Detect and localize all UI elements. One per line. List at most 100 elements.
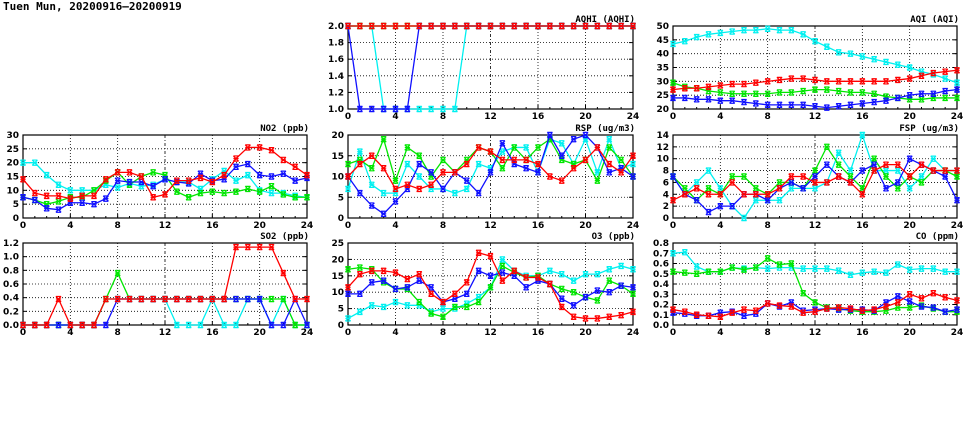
data-point xyxy=(618,156,625,164)
data-point xyxy=(256,171,263,179)
data-point xyxy=(894,94,901,102)
series-line xyxy=(23,246,307,326)
y-tick-label: 50 xyxy=(656,22,669,32)
series-blue xyxy=(669,86,961,111)
data-point xyxy=(356,160,363,168)
chart-title: AQHI (AQHI) xyxy=(575,15,635,25)
data-point xyxy=(416,298,423,306)
data-point xyxy=(693,85,700,92)
data-point xyxy=(705,31,712,38)
data-point xyxy=(185,177,192,184)
data-point xyxy=(368,267,375,275)
data-point xyxy=(729,179,736,186)
data-point xyxy=(303,321,311,329)
data-point xyxy=(693,197,700,204)
y-tick-label: 0 xyxy=(338,321,344,331)
data-point xyxy=(67,195,74,202)
data-point xyxy=(942,308,949,315)
data-point xyxy=(669,79,677,86)
series-red xyxy=(344,249,637,322)
data-point xyxy=(404,22,411,30)
data-point xyxy=(404,144,411,151)
data-point xyxy=(197,295,204,303)
data-point xyxy=(392,22,399,30)
data-point xyxy=(292,163,299,171)
data-point xyxy=(463,22,470,30)
data-point xyxy=(185,321,192,329)
data-point xyxy=(859,307,866,314)
data-point xyxy=(392,177,399,184)
data-point xyxy=(776,26,783,34)
x-tick-label: 16 xyxy=(856,328,869,338)
data-point xyxy=(197,170,204,177)
data-point xyxy=(126,180,133,187)
data-point xyxy=(811,38,819,45)
data-point xyxy=(55,206,62,213)
data-point xyxy=(606,277,613,284)
y-tick-label: 1.0 xyxy=(3,253,19,263)
data-point xyxy=(930,167,937,174)
data-point xyxy=(173,321,180,329)
data-point xyxy=(717,313,724,320)
data-point xyxy=(161,171,169,179)
data-point xyxy=(906,91,913,99)
data-point xyxy=(499,22,506,30)
data-point xyxy=(811,86,819,93)
data-point xyxy=(356,105,363,113)
data-point xyxy=(475,293,482,301)
data-point xyxy=(292,295,299,303)
data-point xyxy=(918,303,925,310)
data-point xyxy=(499,277,506,284)
data-point xyxy=(953,86,961,93)
data-point xyxy=(463,185,470,193)
data-point xyxy=(90,200,98,208)
y-tick-label: 0.8 xyxy=(3,266,19,276)
data-point xyxy=(244,160,251,168)
x-tick-label: 12 xyxy=(484,221,497,231)
data-point xyxy=(776,76,783,84)
data-point xyxy=(918,173,925,180)
data-point xyxy=(729,90,736,97)
data-point xyxy=(268,321,275,329)
data-point xyxy=(344,160,352,168)
data-point xyxy=(102,195,109,202)
data-point xyxy=(582,131,589,139)
y-tick-label: 0 xyxy=(338,214,344,224)
data-point xyxy=(906,298,913,305)
x-tick-label: 24 xyxy=(301,221,314,231)
y-tick-label: 15 xyxy=(6,173,19,183)
x-tick-label: 20 xyxy=(579,112,592,122)
data-point xyxy=(392,105,399,113)
data-point xyxy=(416,302,423,309)
data-point xyxy=(681,249,688,256)
data-point xyxy=(344,173,352,180)
data-point xyxy=(380,279,387,286)
chart-aqi: 20 25 30 35 40 45 50 0 4 8 12 16 20 24 AQI (AQI) xyxy=(656,15,963,122)
data-point xyxy=(404,160,411,168)
x-tick-label: 8 xyxy=(440,221,446,231)
data-point xyxy=(67,194,74,201)
data-point xyxy=(835,87,842,95)
data-point xyxy=(161,176,169,183)
data-point xyxy=(138,178,145,186)
data-point xyxy=(776,303,783,310)
data-point xyxy=(835,49,842,56)
data-point xyxy=(523,165,530,172)
series-green xyxy=(669,255,961,315)
data-point xyxy=(859,191,866,198)
data-point xyxy=(618,311,625,319)
data-point xyxy=(511,160,518,168)
data-point xyxy=(487,22,494,30)
data-point xyxy=(582,270,589,278)
data-point xyxy=(558,303,565,311)
data-point xyxy=(392,198,399,205)
data-point xyxy=(811,167,819,174)
data-point xyxy=(811,76,819,84)
data-point xyxy=(416,152,423,159)
data-point xyxy=(268,243,275,251)
data-point xyxy=(669,268,677,275)
data-point xyxy=(416,105,423,113)
data-point xyxy=(717,89,724,96)
data-point xyxy=(114,184,121,191)
data-point xyxy=(558,270,565,278)
